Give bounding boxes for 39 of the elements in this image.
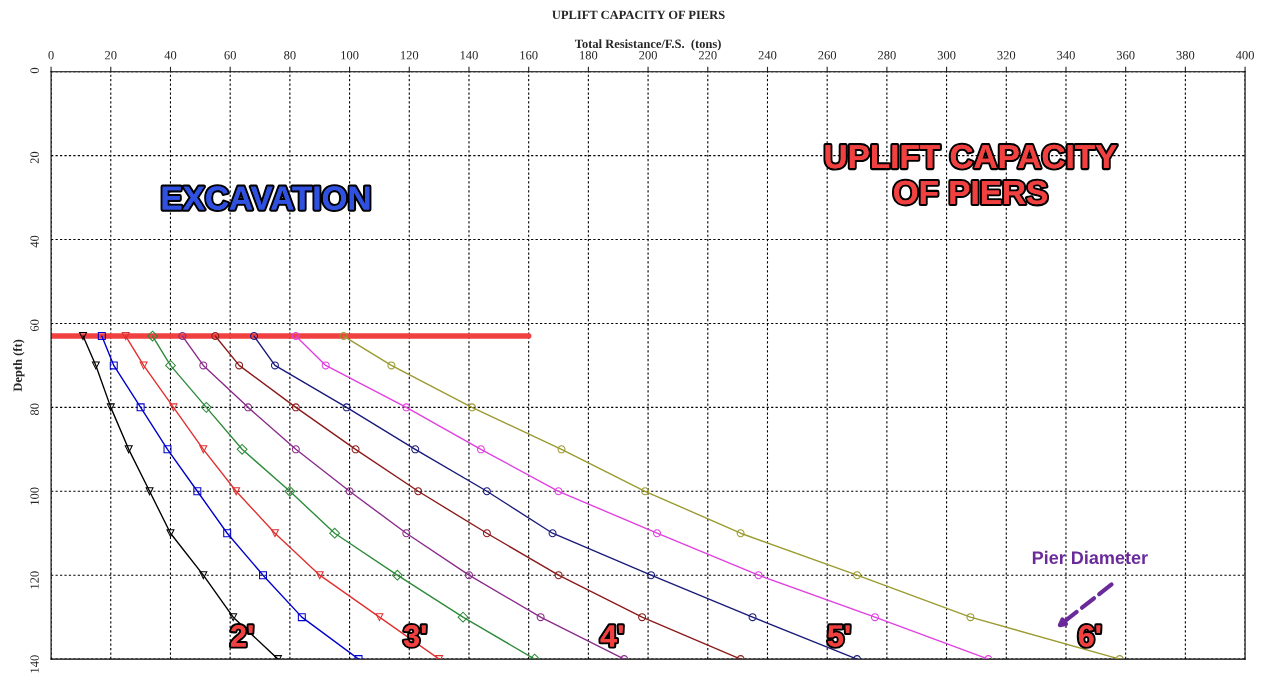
x-tick-label: 80 bbox=[284, 51, 296, 60]
x-axis-title: Total Resistance/F.S. (tons) bbox=[574, 39, 721, 51]
x-tick-label: 140 bbox=[460, 51, 478, 60]
chart-title: UPLIFT CAPACITY OF PIERS bbox=[552, 10, 725, 20]
x-tick-label: 260 bbox=[818, 51, 837, 60]
x-tick-label: 280 bbox=[878, 51, 896, 60]
x-tick-label: 120 bbox=[401, 51, 419, 60]
x-tick-label: 200 bbox=[639, 51, 657, 60]
x-tick-label: 320 bbox=[997, 51, 1016, 60]
x-tick-label: 240 bbox=[758, 51, 777, 60]
y-tick-label: 100 bbox=[30, 487, 39, 505]
x-tick-label: 360 bbox=[1116, 51, 1135, 60]
annotation: 6' bbox=[1078, 625, 1101, 647]
x-tick-label: 180 bbox=[580, 51, 598, 60]
y-axis-title: Depth (ft) bbox=[13, 339, 25, 392]
x-tick-label: 40 bbox=[164, 51, 177, 60]
annotation: Pier Diameter bbox=[1032, 550, 1148, 565]
y-tick-label: 140 bbox=[30, 655, 39, 673]
annotation: EXCAVATION bbox=[162, 186, 370, 210]
x-tick-label: 20 bbox=[105, 51, 117, 60]
annotation: 4' bbox=[600, 625, 623, 647]
x-tick-label: 300 bbox=[937, 51, 956, 60]
x-tick-label: 380 bbox=[1176, 51, 1195, 60]
y-tick-label: 80 bbox=[30, 403, 39, 416]
y-tick-label: 40 bbox=[30, 235, 39, 248]
x-tick-label: 100 bbox=[341, 51, 359, 60]
x-tick-label: 220 bbox=[698, 51, 717, 60]
y-tick-label: 0 bbox=[30, 67, 39, 74]
x-tick-label: 60 bbox=[224, 51, 236, 60]
annotation: 5' bbox=[827, 625, 850, 647]
y-tick-label: 20 bbox=[30, 151, 39, 164]
annotation: UPLIFT CAPACITY OF PIERS bbox=[825, 144, 1117, 205]
x-tick-label: 340 bbox=[1057, 51, 1075, 60]
x-tick-label: 160 bbox=[520, 51, 538, 60]
annotation: 2' bbox=[231, 625, 253, 647]
y-tick-label: 60 bbox=[30, 319, 39, 332]
y-tick-label: 120 bbox=[30, 571, 39, 589]
x-tick-label: 400 bbox=[1235, 51, 1254, 60]
x-tick-label: 0 bbox=[48, 51, 54, 60]
